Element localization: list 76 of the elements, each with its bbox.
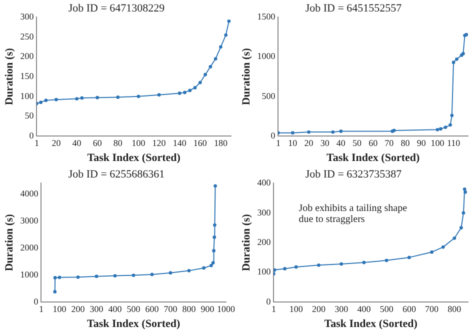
y-tick-label: 0 — [270, 130, 276, 140]
x-tick-label: 140 — [172, 138, 187, 148]
x-tick-label: 400 — [108, 304, 122, 314]
x-axis-title: Task Index (Sorted) — [326, 152, 420, 164]
y-tick-label: 0 — [34, 296, 39, 306]
x-tick-label: 800 — [448, 304, 462, 314]
x-axis-title: Task Index (Sorted) — [324, 318, 418, 330]
x-tick-label: 70 — [384, 138, 394, 148]
y-tick-label: 100 — [20, 90, 34, 101]
x-tick-label: 200 — [312, 304, 326, 314]
x-tick-label: 500 — [126, 304, 141, 314]
x-tick-label: 600 — [145, 304, 160, 314]
x-tick-label: 20 — [52, 138, 62, 148]
y-tick-label: 500 — [262, 90, 276, 101]
x-tick-label: 40 — [336, 138, 346, 148]
chart-title: Job ID = 6323735387 — [305, 168, 402, 180]
x-tick-label: 20 — [304, 138, 314, 148]
x-tick-label: 160 — [193, 138, 208, 148]
y-tick-label: 200 — [257, 236, 272, 247]
y-tick-label: 300 — [20, 12, 34, 22]
x-tick-label: 60 — [92, 138, 102, 148]
x-tick-label: 80 — [400, 138, 410, 148]
x-tick-label: 10 — [288, 138, 298, 148]
y-tick-label: 200 — [20, 51, 34, 62]
y-tick-label: 150 — [20, 70, 34, 81]
x-axis-title: Task Index (Sorted) — [87, 152, 181, 164]
annotation: Job exhibits a tailing shape due to stragglers — [298, 202, 408, 225]
y-tick-label: 2000 — [20, 242, 39, 252]
x-tick-label: 1 — [34, 138, 39, 148]
chart-title: Job ID = 6451552557 — [305, 2, 402, 14]
y-tick-label: 300 — [257, 207, 272, 218]
x-tick-label: 40 — [72, 138, 82, 148]
x-tick-label: 500 — [380, 304, 394, 314]
y-tick-label: 3000 — [20, 215, 39, 226]
x-tick-label: 400 — [357, 304, 372, 314]
x-tick-label: 700 — [425, 304, 440, 314]
x-tick-label: 1 — [38, 304, 44, 314]
x-tick-label: 180 — [214, 138, 228, 148]
chart-title: Job ID = 6471308229 — [68, 2, 166, 14]
x-tick-label: 1000 — [217, 304, 236, 314]
y-tick-label: 400 — [257, 178, 272, 188]
x-tick-label: 900 — [200, 304, 215, 314]
x-tick-label: 100 — [52, 304, 67, 314]
y-tick-label: 0 — [266, 296, 272, 306]
y-axis-title: Duration (s) — [3, 48, 16, 106]
x-tick-label: 700 — [164, 304, 178, 314]
x-tick-label: 110 — [446, 138, 461, 148]
x-tick-label: 100 — [430, 138, 445, 148]
x-tick-label: 50 — [352, 138, 362, 148]
x-tick-label: 90 — [416, 138, 426, 148]
x-tick-label: 100 — [289, 304, 304, 314]
x-tick-label: 600 — [402, 304, 416, 314]
x-tick-label: 30 — [320, 138, 330, 148]
x-tick-label: 1 — [276, 138, 280, 148]
y-tick-label: 4000 — [20, 188, 39, 198]
y-axis-title: Duration (s) — [240, 48, 252, 106]
y-tick-label: 250 — [20, 31, 34, 42]
y-axis-title: Duration (s) — [240, 214, 252, 272]
x-tick-label: 100 — [132, 138, 146, 148]
chart-title: Job ID = 6255686361 — [68, 168, 165, 180]
x-tick-label: 80 — [113, 138, 123, 148]
x-tick-label: 1 — [271, 304, 276, 314]
x-tick-label: 60 — [368, 138, 378, 148]
x-tick-label: 200 — [71, 304, 86, 314]
x-tick-label: 120 — [152, 138, 166, 148]
y-axis-title: Duration (s) — [3, 214, 16, 272]
y-tick-label: 1500 — [257, 12, 276, 22]
y-tick-label: 0 — [29, 130, 34, 140]
y-tick-label: 1000 — [257, 51, 276, 62]
y-tick-label: 1000 — [20, 269, 39, 280]
x-tick-label: 300 — [334, 304, 349, 314]
y-tick-label: 50 — [24, 110, 34, 121]
x-tick-label: 800 — [182, 304, 196, 314]
y-tick-label: 100 — [257, 266, 272, 277]
x-tick-label: 300 — [90, 304, 104, 314]
x-axis-title: Task Index (Sorted) — [87, 318, 180, 330]
